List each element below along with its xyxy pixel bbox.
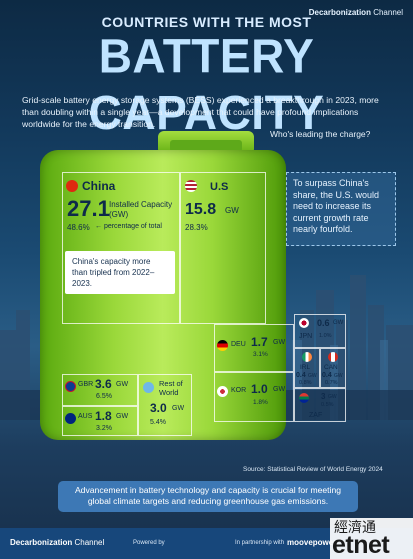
cell-kor: KOR 1.0 GW 1.8% <box>214 372 294 422</box>
kor-value: 1.0 <box>251 382 268 396</box>
source-text: Source: Statistical Review of World Ener… <box>243 466 383 473</box>
jpn-value: 0.6 <box>317 318 330 328</box>
deu-name: DEU <box>231 341 246 348</box>
footer-brand: Decarbonization Channel <box>10 538 105 547</box>
kor-name: KOR <box>231 387 247 394</box>
can-name: CAN <box>324 364 338 371</box>
aus-value: 1.8 <box>95 409 112 423</box>
globe-icon <box>143 382 154 393</box>
jpn-unit: GW <box>333 320 344 326</box>
cell-irl: IRL 0.4 GW 0.8% <box>294 348 320 388</box>
irl-pct: 0.8% <box>299 380 312 386</box>
can-pct: 0.7% <box>325 380 338 386</box>
can-flag-icon <box>328 352 338 362</box>
bottom-message: Advancement in battery technology and ca… <box>58 481 358 512</box>
deu-flag-icon <box>217 340 228 351</box>
kor-flag-icon <box>217 386 228 397</box>
kor-unit: GW <box>273 386 286 393</box>
gbr-name: GBR <box>78 381 94 388</box>
gbr-flag-icon <box>65 381 76 392</box>
irl-flag-icon <box>302 352 312 362</box>
etnet-watermark-bg <box>330 518 413 559</box>
zaf-name: ZAF <box>309 412 323 419</box>
zaf-pct: 0.5% <box>321 402 334 408</box>
cell-deu: DEU 1.7 GW 3.1% <box>214 324 294 372</box>
cell-usa: U.S 15.8 GW 28.3% <box>180 172 266 324</box>
title-line-2: BATTERY CAPACITY <box>88 28 325 140</box>
etnet-watermark-cn: 經濟通 <box>334 520 376 536</box>
partnership-label: In partnership with <box>235 540 285 546</box>
etnet-watermark-en: etnet <box>332 531 390 559</box>
deu-pct: 3.1% <box>253 351 268 358</box>
gbr-unit: GW <box>116 381 129 388</box>
irl-name: IRL <box>300 364 311 371</box>
china-name: China <box>82 179 116 193</box>
row-name: Rest of World <box>159 379 183 397</box>
percentage-of-total-label: ← percentage of total <box>95 223 162 230</box>
who-leading-text: Who's leading the charge? <box>270 129 371 139</box>
china-flag-icon <box>66 180 78 192</box>
cell-can: CAN 0.4 GW 0.7% <box>320 348 346 388</box>
china-value: 27.1 <box>67 196 110 221</box>
title-line-1: COUNTRIES WITH THE MOST <box>101 14 312 30</box>
deu-value: 1.7 <box>251 335 268 349</box>
usa-pct: 28.3% <box>185 223 208 232</box>
usa-name: U.S <box>210 181 229 193</box>
irl-unit: GW <box>308 373 317 379</box>
jpn-flag-icon <box>299 318 309 328</box>
cell-aus: AUS 1.8 GW 3.2% <box>62 406 138 436</box>
irl-value: 0.4 <box>296 372 306 379</box>
row-unit: GW <box>172 405 185 412</box>
cell-jpn: 0.6 GW JPN 1.0% <box>294 314 346 348</box>
partner-name: moovepower <box>287 538 337 547</box>
usa-callout: To surpass China's share, the U.S. would… <box>286 172 396 246</box>
zaf-value: 3 <box>321 392 326 401</box>
row-value: 3.0 <box>150 401 167 415</box>
cell-zaf: 3 GW 0.5% ZAF <box>294 388 346 422</box>
aus-name: AUS <box>78 413 93 420</box>
cell-china: China 27.1 Installed Capacity (GW) 48.6%… <box>62 172 180 324</box>
powered-by-label: Powered by <box>133 540 165 546</box>
can-value: 0.4 <box>322 372 332 379</box>
battery-cap-inner <box>170 140 242 152</box>
jpn-pct: 1.0% <box>319 333 332 339</box>
row-pct: 5.4% <box>150 419 166 426</box>
can-unit: GW <box>334 373 343 379</box>
zaf-unit: GW <box>328 394 337 400</box>
usa-unit: GW <box>225 206 239 215</box>
intro-text: Grid-scale battery energy storage system… <box>22 95 379 129</box>
gbr-pct: 6.5% <box>96 393 112 400</box>
gbr-value: 3.6 <box>95 377 112 391</box>
deu-unit: GW <box>273 339 286 346</box>
aus-flag-icon <box>65 413 76 424</box>
china-pct: 48.6% <box>67 223 90 232</box>
zaf-flag-icon <box>299 393 309 403</box>
brand-logo-top: Decarbonization Channel <box>308 8 403 17</box>
battery-body: China 27.1 Installed Capacity (GW) 48.6%… <box>40 150 346 440</box>
cell-rest-of-world: Rest of World 3.0 GW 5.4% <box>138 374 192 436</box>
usa-value: 15.8 <box>185 201 217 218</box>
china-tripled-note: China's capacity more than tripled from … <box>65 251 175 294</box>
aus-pct: 3.2% <box>96 425 112 432</box>
jpn-name: JPN <box>299 333 313 340</box>
cell-gbr: GBR 3.6 GW 6.5% <box>62 374 138 406</box>
kor-pct: 1.8% <box>253 399 268 406</box>
installed-capacity-label: Installed Capacity (GW) <box>109 200 173 219</box>
usa-flag-icon <box>185 180 197 192</box>
aus-unit: GW <box>116 413 129 420</box>
